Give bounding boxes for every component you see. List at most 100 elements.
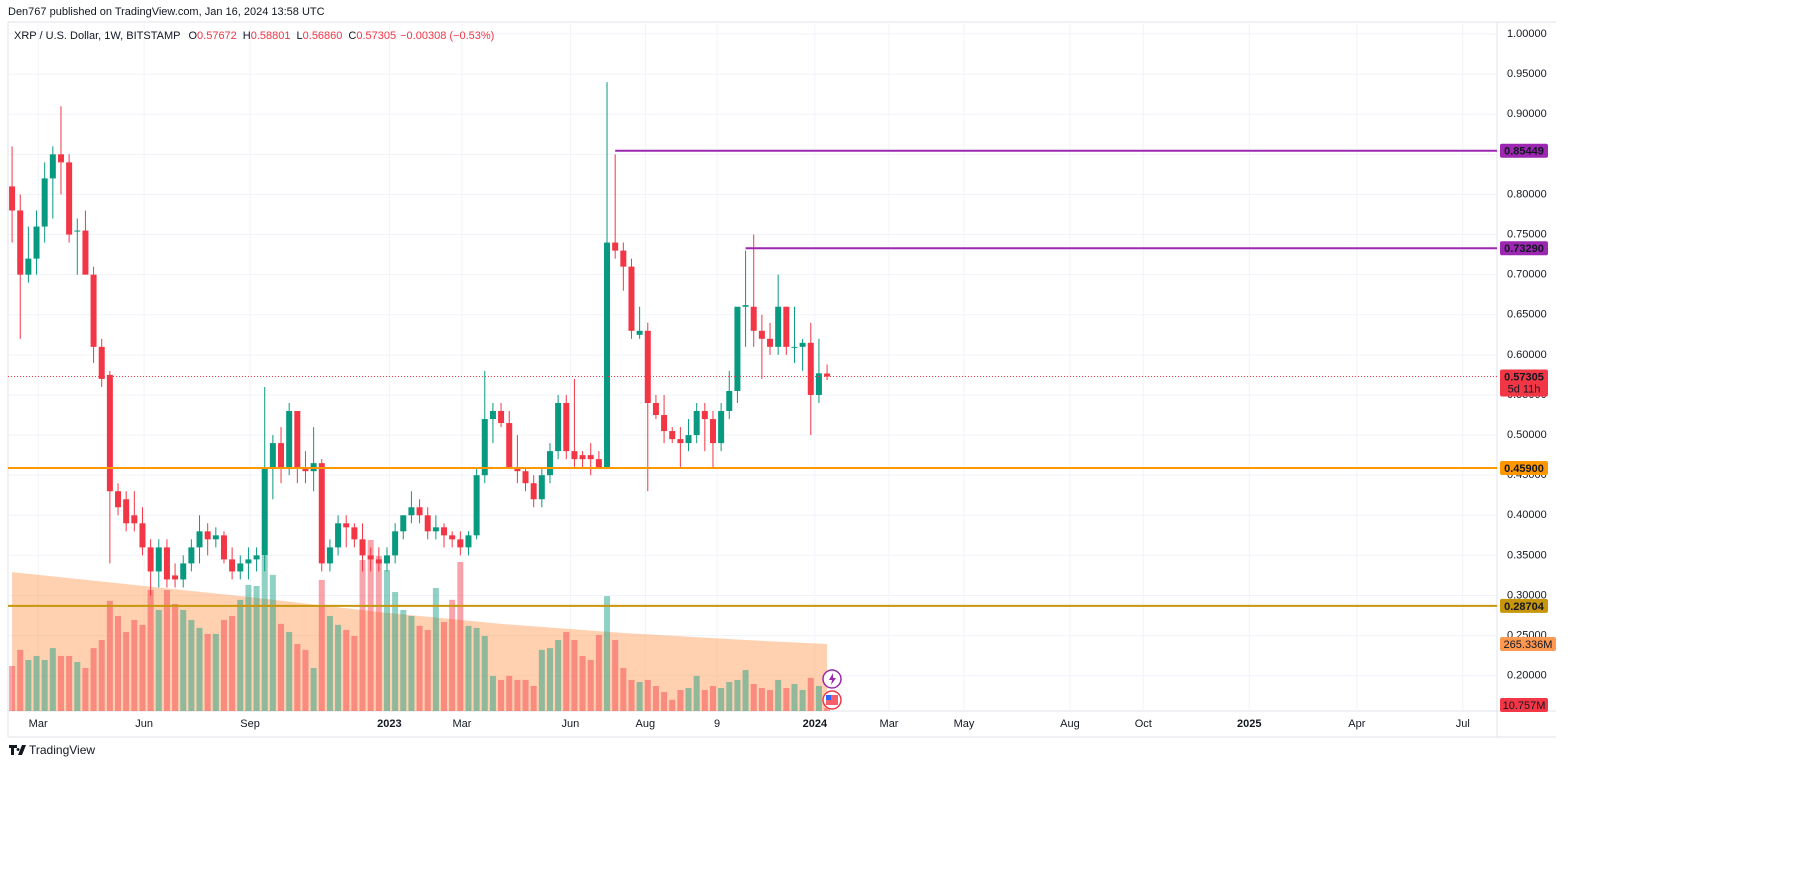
candle-body [441, 527, 448, 536]
candle-body [767, 338, 774, 347]
volume-bar [595, 634, 602, 711]
symbol: XRP / U.S. Dollar, 1W, BITSTAMP [14, 30, 180, 42]
candle-body [718, 411, 725, 444]
volume-bar [750, 683, 757, 711]
footer: TradingView [9, 743, 95, 757]
x-tick-label: May [954, 718, 975, 730]
volume-bar [758, 688, 765, 711]
volume-bar [563, 631, 570, 711]
volume-bar [457, 561, 464, 711]
volume-bar [286, 631, 293, 711]
volume-bar [9, 666, 16, 711]
volume-bar [106, 600, 113, 711]
volume-bar [367, 540, 374, 711]
volume-bar [220, 620, 227, 711]
volume-bar [791, 683, 798, 711]
volume-bar [449, 599, 456, 711]
legend-change: −0.00308 (−0.53%) [400, 30, 494, 42]
x-tick-label: 2025 [1237, 718, 1261, 730]
candle-body [522, 471, 529, 484]
level-badge [1500, 460, 1548, 475]
x-tick-label: Oct [1135, 718, 1152, 730]
legend-key: H [243, 30, 251, 42]
volume-bar [326, 616, 333, 711]
volume-bar [587, 659, 594, 711]
candle-body [66, 162, 73, 235]
legend: XRP / U.S. Dollar, 1W, BITSTAMP O0.57672 H… [14, 30, 494, 42]
y-tick-label: 0.40000 [1507, 509, 1547, 521]
volume-bar [416, 625, 423, 711]
candle-body [644, 330, 651, 403]
candle-body [220, 535, 227, 560]
volume-bar [677, 690, 684, 711]
volume-bar [489, 675, 496, 711]
flag-icon [826, 695, 838, 705]
candle-body [457, 539, 464, 548]
volume-bar [669, 699, 676, 711]
volume-bar [261, 555, 268, 711]
volume-bar [278, 623, 285, 711]
indicator-icons [822, 669, 842, 710]
candle-body [237, 563, 244, 572]
candle-body [302, 467, 309, 472]
volume-bar [538, 649, 545, 711]
candle-body [498, 411, 505, 424]
level-label: 0.85449 [1504, 146, 1544, 158]
volume-bar [473, 627, 480, 711]
volume-ma-label: 265.336M [1504, 639, 1553, 651]
level-badge [1500, 241, 1548, 256]
y-tick-label: 0.20000 [1507, 670, 1547, 682]
candle-body [791, 346, 798, 348]
candle-body [245, 559, 252, 564]
candle-body [701, 411, 708, 420]
volume-bar [318, 579, 325, 711]
volume-bar [66, 655, 73, 711]
candle-body [571, 451, 578, 460]
candle-body [677, 439, 684, 444]
candle-body [815, 373, 822, 395]
x-tick-label: 2024 [803, 718, 828, 730]
volume-bar [131, 620, 138, 711]
volume-bar [351, 635, 358, 711]
volume-bar [734, 679, 741, 711]
volume-bar [383, 570, 390, 711]
volume-bar [57, 655, 64, 711]
y-tick-label: 0.30000 [1507, 589, 1547, 601]
x-tick-label: Aug [1060, 718, 1080, 730]
candle-body [620, 250, 627, 267]
x-tick-label: 2023 [377, 718, 401, 730]
volume-bar [98, 640, 105, 711]
candle-body [750, 306, 757, 331]
volume-bar [90, 648, 97, 711]
candle-body [693, 411, 700, 436]
candle-body [172, 575, 179, 580]
candle-body [229, 559, 236, 572]
candle-body [163, 547, 170, 580]
candle-body [318, 463, 325, 564]
candle-body [595, 459, 602, 468]
candle-body [465, 535, 472, 548]
x-tick-label: Jun [135, 718, 153, 730]
candle-body [709, 419, 716, 444]
x-tick-label: 9 [714, 718, 720, 730]
level-label: 0.73290 [1504, 243, 1544, 255]
volume-bar [25, 659, 32, 711]
volume-bar [424, 629, 431, 711]
volume-bar [310, 668, 317, 711]
candle-body [734, 306, 741, 391]
volume-bar [359, 559, 366, 711]
volume-bar [343, 629, 350, 711]
legend-value: 0.56860 [303, 30, 343, 42]
volume-bar [237, 599, 244, 711]
y-tick-label: 0.80000 [1507, 188, 1547, 200]
volume-bar [783, 688, 790, 711]
volume-bar [294, 644, 301, 711]
volume-bar [335, 624, 342, 711]
candle-body [408, 507, 415, 516]
candle-body [269, 443, 276, 468]
candle-body [775, 306, 782, 347]
candle-body [612, 242, 619, 251]
candle-body [563, 402, 570, 452]
candle-body [424, 515, 431, 532]
